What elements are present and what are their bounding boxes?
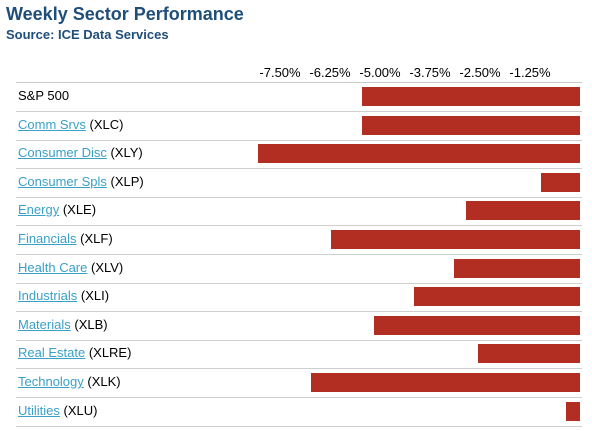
- x-tick-label: -5.00%: [359, 65, 401, 80]
- sector-name: S&P 500: [18, 88, 70, 103]
- sector-ticker: (XLRE): [85, 345, 132, 361]
- x-tick-label: -6.25%: [309, 65, 351, 80]
- sector-row: S&P 500: [16, 83, 582, 112]
- bar: [362, 115, 580, 135]
- bar: [541, 172, 580, 192]
- x-tick-label: -3.75%: [409, 65, 451, 80]
- sector-label: Health Care (XLV): [18, 260, 123, 275]
- sector-label: Utilities (XLU): [18, 403, 97, 418]
- sector-ticker: (XLC): [85, 116, 124, 132]
- sector-label: Technology (XLK): [18, 374, 121, 389]
- bar: [414, 287, 580, 307]
- sector-label: Financials (XLF): [18, 231, 113, 246]
- sector-row: Comm Srvs (XLC): [16, 112, 582, 141]
- sector-link[interactable]: Utilities: [18, 402, 60, 418]
- sector-row: Materials (XLB): [16, 312, 582, 341]
- sector-label: Comm Srvs (XLC): [18, 117, 123, 132]
- sector-ticker: (XLB): [70, 316, 108, 332]
- sector-ticker: (XLV): [87, 259, 124, 275]
- sector-row: Real Estate (XLRE): [16, 340, 582, 370]
- sector-label: S&P 500: [18, 88, 69, 103]
- x-axis-line: [16, 82, 582, 83]
- bar: [478, 344, 580, 364]
- sector-link[interactable]: Health Care: [18, 259, 88, 275]
- sector-ticker: (XLE): [59, 202, 97, 218]
- chart-title: Weekly Sector Performance: [6, 4, 244, 24]
- sector-ticker: (XLU): [59, 402, 98, 418]
- bar: [258, 144, 580, 164]
- sector-label: Materials (XLB): [18, 317, 108, 332]
- sector-row: Industrials (XLI): [16, 283, 582, 313]
- sector-row: Consumer Spls (XLP): [16, 169, 582, 198]
- sector-row: Health Care (XLV): [16, 255, 582, 284]
- chart-subtitle: Source: ICE Data Services: [6, 27, 169, 42]
- sector-link[interactable]: Consumer Disc: [18, 145, 107, 161]
- sector-link[interactable]: Materials: [18, 316, 71, 332]
- sector-link[interactable]: Industrials: [18, 288, 78, 304]
- sector-label: Industrials (XLI): [18, 288, 109, 303]
- sector-link[interactable]: Energy: [18, 202, 60, 218]
- bar: [454, 258, 580, 278]
- bar: [466, 201, 580, 221]
- sector-ticker: (XLY): [106, 145, 143, 161]
- sector-label: Consumer Spls (XLP): [18, 174, 144, 189]
- sector-row: Consumer Disc (XLY): [16, 140, 582, 170]
- sector-link[interactable]: Consumer Spls: [18, 173, 107, 189]
- sector-row: Financials (XLF): [16, 226, 582, 255]
- bar: [362, 87, 580, 106]
- sector-row: Utilities (XLU): [16, 398, 582, 427]
- x-tick-label: -2.50%: [459, 65, 501, 80]
- bar: [566, 401, 580, 421]
- sector-ticker: (XLP): [106, 173, 144, 189]
- x-tick-label: -1.25%: [509, 65, 551, 80]
- sector-label: Consumer Disc (XLY): [18, 145, 143, 160]
- sector-link[interactable]: Comm Srvs: [18, 116, 86, 132]
- bar: [331, 230, 580, 249]
- sector-link[interactable]: Real Estate: [18, 345, 86, 361]
- x-tick-label: -7.50%: [259, 65, 301, 80]
- sector-link[interactable]: Technology: [18, 374, 84, 389]
- sector-ticker: (XLF): [76, 231, 113, 246]
- bar: [311, 373, 580, 392]
- sector-row: Energy (XLE): [16, 197, 582, 227]
- bar: [374, 315, 580, 335]
- sector-ticker: (XLI): [77, 288, 110, 304]
- sector-link[interactable]: Financials: [18, 231, 77, 246]
- sector-label: Real Estate (XLRE): [18, 345, 131, 360]
- sector-label: Energy (XLE): [18, 202, 96, 217]
- sector-row: Technology (XLK): [16, 369, 582, 398]
- sector-ticker: (XLK): [83, 374, 121, 389]
